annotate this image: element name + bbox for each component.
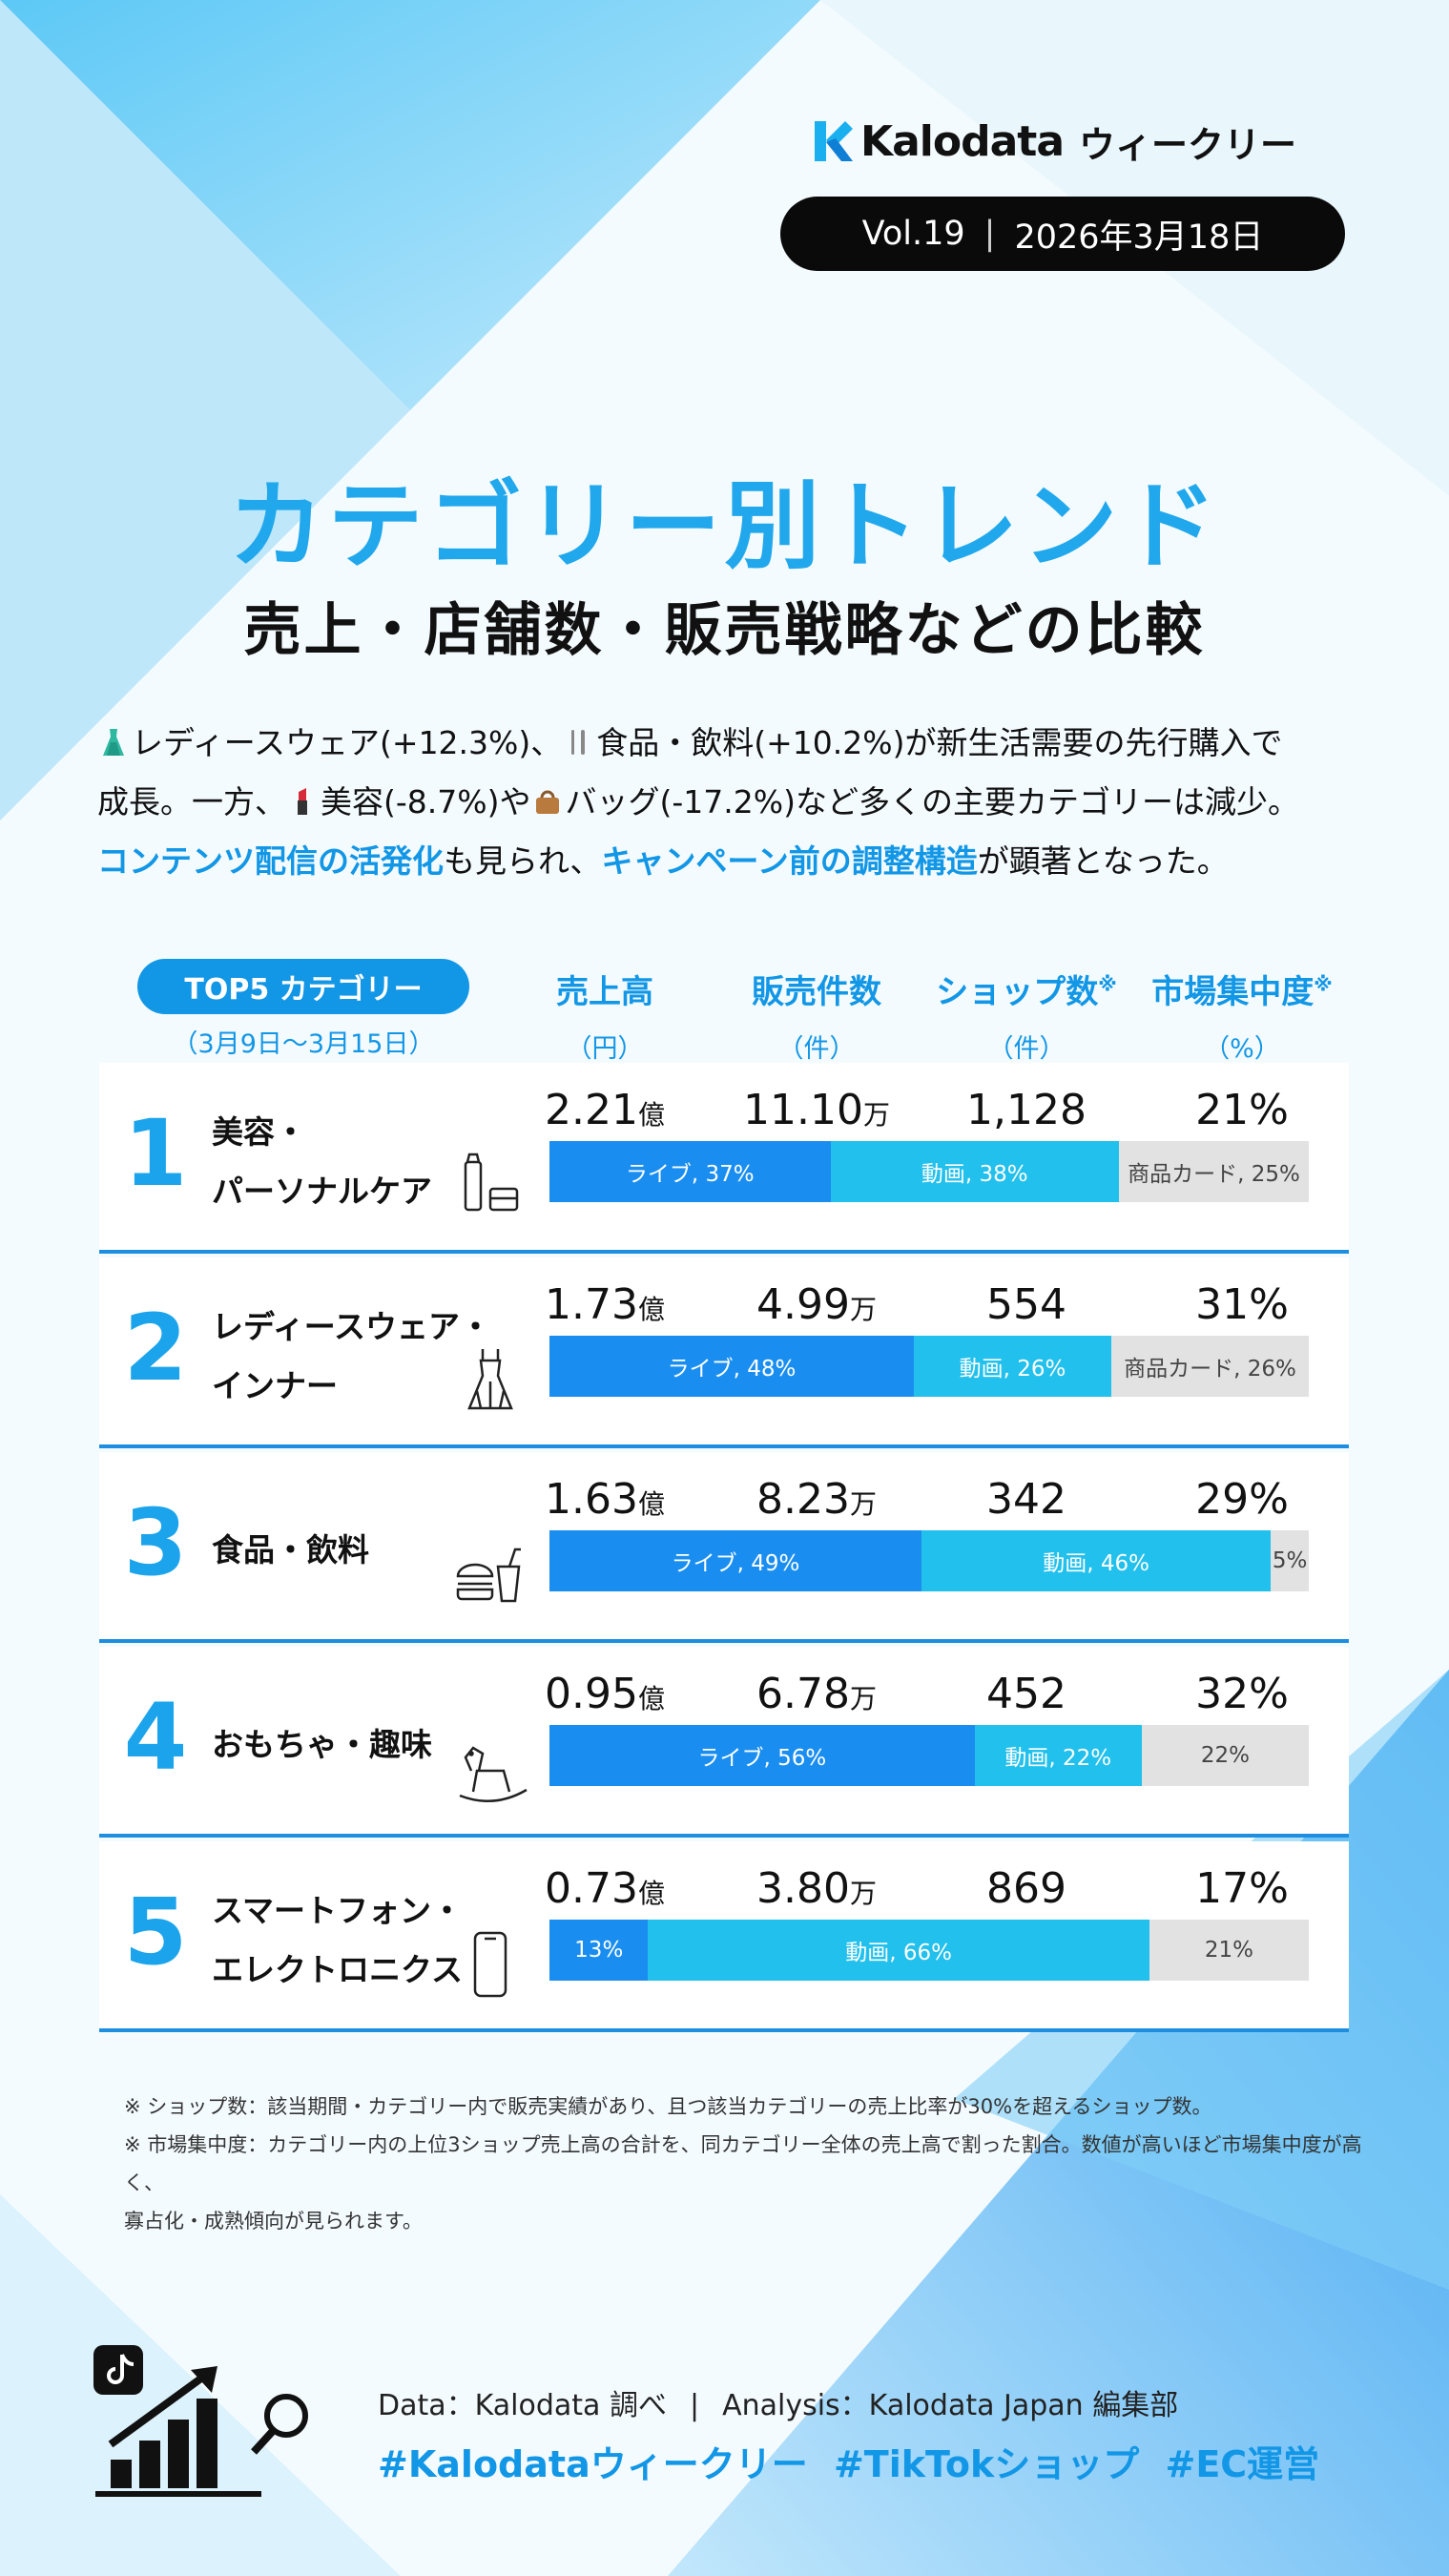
brand-logo: Kalodata ウィークリー: [813, 116, 1296, 166]
intro-line-3: コンテンツ配信の活発化も見られ、キャンペーン前の調整構造が顕著となった。: [97, 842, 1229, 880]
channel-share-bar: ライブ, 37% 動画, 38% 商品カード, 25%: [549, 1141, 1309, 1202]
concentration-value: 31%: [1195, 1280, 1289, 1329]
share-segment-card: 商品カード, 25%: [1118, 1141, 1309, 1202]
items-value: 3.80万: [756, 1864, 877, 1913]
items-value: 11.10万: [743, 1086, 890, 1134]
sales-value: 2.21億: [545, 1086, 665, 1134]
category-row-4: 4 おもちゃ・趣味 0.95億 6.78万 452 32% ライブ, 56% 動画…: [99, 1647, 1349, 1838]
column-header-shops: ショップ数※ （件）: [936, 972, 1117, 1064]
shops-value: 342: [986, 1475, 1066, 1524]
cosmetics-icon: [464, 1153, 519, 1212]
category-row-3: 3 食品・飲料 1.63億 8.23万 342 29% ライブ, 49% 動画, …: [99, 1452, 1349, 1643]
category-name: おもちゃ・趣味: [212, 1726, 432, 1763]
share-segment-card: 21%: [1149, 1920, 1309, 1981]
share-segment-video: 動画, 38%: [830, 1141, 1119, 1202]
items-value: 4.99万: [756, 1280, 877, 1329]
column-header-sales: 売上高 （円）: [556, 973, 653, 1064]
intro-paragraph: レディースウェア(+12.3%)、 食品・飲料(+10.2%)が新生活需要の先行購…: [97, 714, 1376, 891]
page-subtitle: 売上・店舗数・販売戦略などの比較: [243, 597, 1206, 664]
share-segment-live: ライブ, 48%: [549, 1336, 915, 1397]
share-segment-video: 動画, 26%: [914, 1336, 1112, 1397]
concentration-value: 29%: [1195, 1475, 1289, 1524]
credit-separator: |: [689, 2389, 700, 2422]
category-row-2: 2 レディースウェア・ インナー 1.73億 4.99万 554 31% ライブ,…: [99, 1257, 1349, 1448]
share-segment-card: 商品カード, 26%: [1111, 1336, 1309, 1397]
share-segment-live: 13%: [549, 1920, 649, 1981]
rank-number: 2: [123, 1295, 188, 1402]
shops-value: 869: [986, 1864, 1066, 1913]
footnotes: ※ ショップ数：該当期間・カテゴリー内で販売実績があり、且つ該当カテゴリーの売上…: [124, 2088, 1364, 2240]
period-label: （3月9日〜3月15日）: [172, 1029, 435, 1059]
issue-volume: Vol.19: [861, 215, 965, 253]
rocking-horse-icon: [459, 1746, 528, 1802]
rank-number: 3: [123, 1489, 188, 1596]
rank-number: 4: [123, 1684, 188, 1791]
top5-badge: TOP5 カテゴリー: [137, 959, 469, 1014]
fork-knife-emoji-icon: [571, 730, 586, 755]
share-segment-live: ライブ, 56%: [549, 1725, 975, 1786]
category-name: スマートフォン・ エレクトロニクス: [212, 1892, 464, 1988]
issue-pill: Vol.19 | 2026年3月18日: [780, 197, 1345, 271]
smartphone-icon: [473, 1931, 507, 1998]
channel-share-bar: ライブ, 56% 動画, 22% 22%: [549, 1725, 1309, 1786]
share-segment-video: 動画, 66%: [648, 1920, 1149, 1981]
page-title: カテゴリー別トレンド: [228, 470, 1221, 582]
intro-line-1: レディースウェア(+12.3%)、 食品・飲料(+10.2%)が新生活需要の先行購…: [97, 714, 1376, 773]
dress-icon: [467, 1349, 513, 1410]
category-name: 食品・飲料: [212, 1531, 369, 1568]
rank-number: 1: [123, 1100, 188, 1207]
concentration-value: 17%: [1195, 1864, 1289, 1913]
channel-share-bar: ライブ, 49% 動画, 46% 5%: [549, 1530, 1309, 1591]
dress-emoji-icon: [103, 729, 124, 756]
data-source: Data：Kalodata 調べ: [378, 2389, 667, 2422]
brand-name: Kalodata: [860, 116, 1065, 166]
items-value: 8.23万: [756, 1475, 877, 1524]
share-segment-card: 5%: [1271, 1530, 1309, 1591]
intro-line-2: 成長。一方、 美容(-8.7%)や バッグ(-17.2%)など多くの主要カテゴリーは…: [97, 783, 1299, 821]
growth-chart-magnifier-icon: [93, 2345, 308, 2497]
share-segment-video: 動画, 22%: [974, 1725, 1142, 1786]
category-row-5: 5 スマートフォン・ エレクトロニクス 0.73億 3.80万 869 17% 1…: [99, 1841, 1349, 2032]
lipstick-emoji-icon: [298, 788, 307, 815]
handbag-emoji-icon: [535, 790, 559, 814]
kalodata-logo-icon: [815, 121, 853, 161]
burger-drink-icon: [456, 1548, 521, 1603]
channel-share-bar: 13% 動画, 66% 21%: [549, 1920, 1309, 1981]
shops-value: 1,128: [966, 1086, 1087, 1134]
rank-number: 5: [123, 1879, 188, 1985]
concentration-value: 32%: [1195, 1670, 1289, 1718]
concentration-value: 21%: [1195, 1086, 1289, 1134]
shops-value: 554: [986, 1280, 1066, 1329]
share-segment-video: 動画, 46%: [921, 1530, 1272, 1591]
brand-suffix: ウィークリー: [1079, 123, 1297, 166]
column-header-items: 販売件数 （件）: [752, 973, 881, 1064]
issue-date: 2026年3月18日: [1014, 218, 1264, 257]
share-segment-card: 22%: [1141, 1725, 1309, 1786]
analysis-source: Analysis：Kalodata Japan 編集部: [722, 2389, 1179, 2422]
share-segment-live: ライブ, 49%: [549, 1530, 922, 1591]
footnote-concentration: ※ 市場集中度：カテゴリー内の上位3ショップ売上高の合計を、同カテゴリー全体の売…: [124, 2133, 1362, 2194]
sales-value: 0.73億: [545, 1864, 665, 1913]
column-header-concentration: 市場集中度※ （%）: [1151, 972, 1333, 1064]
credit-line: Data：Kalodata 調べ | Analysis：Kalodata Japan…: [378, 2381, 1178, 2423]
category-row-1: 1 美容・ パーソナルケア 2.21億 11.10万 1,128 21% ライブ,…: [99, 1063, 1349, 1254]
footnote-shops: ※ ショップ数：該当期間・カテゴリー内で販売実績があり、且つ該当カテゴリーの売上…: [124, 2095, 1212, 2118]
sales-value: 1.73億: [545, 1280, 665, 1329]
channel-share-bar: ライブ, 48% 動画, 26% 商品カード, 26%: [549, 1336, 1309, 1397]
items-value: 6.78万: [756, 1670, 877, 1718]
category-name: レディースウェア・ インナー: [212, 1308, 492, 1404]
issue-separator: |: [983, 215, 996, 253]
share-segment-live: ライブ, 37%: [549, 1141, 831, 1202]
category-name: 美容・ パーソナルケア: [212, 1113, 432, 1210]
sales-value: 1.63億: [545, 1475, 665, 1524]
hashtags: #Kalodataウィークリー #TikTokショップ #EC運営: [378, 2443, 1320, 2485]
footnote-concentration-cont: 寡占化・成熟傾向が見られます。: [124, 2210, 423, 2233]
shops-value: 452: [986, 1670, 1066, 1718]
sales-value: 0.95億: [545, 1670, 665, 1718]
